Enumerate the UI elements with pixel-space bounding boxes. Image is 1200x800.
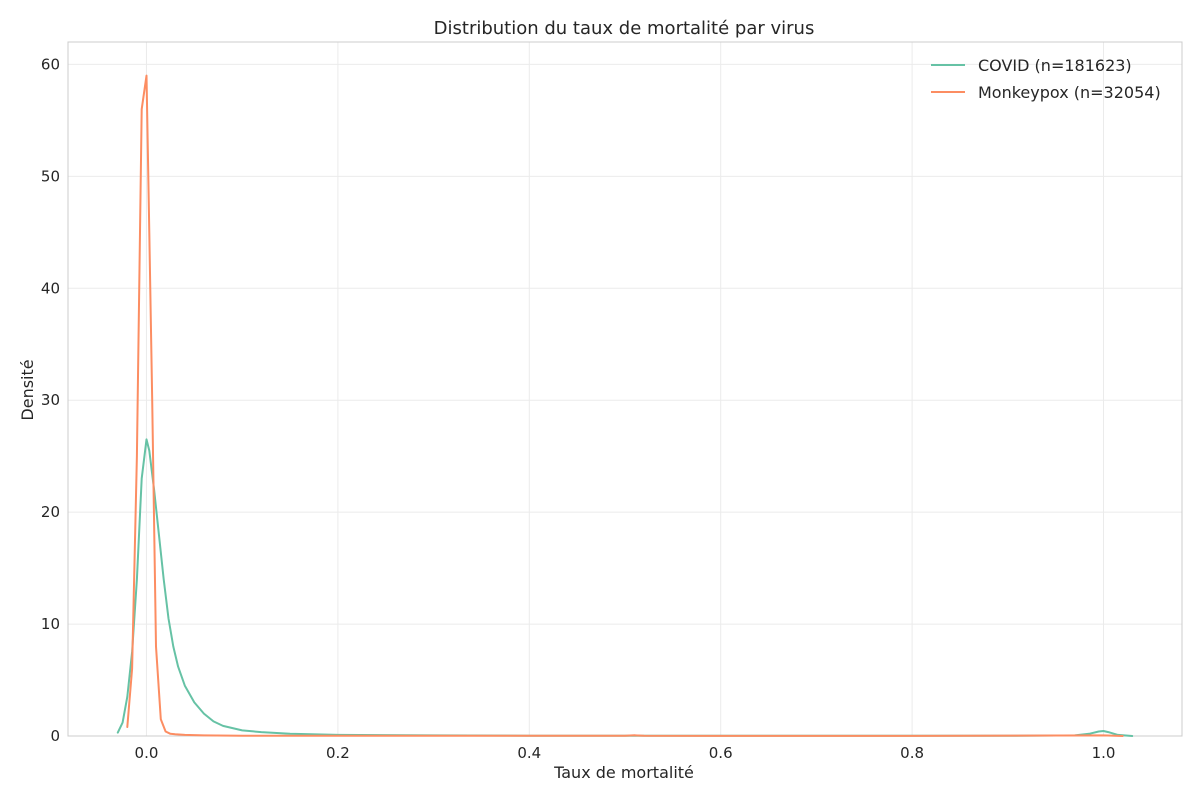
- legend-label: Monkeypox (n=32054): [978, 83, 1161, 102]
- series-line-0: [116, 438, 1134, 737]
- x-ticks: 0.0 0.2 0.4 0.6 0.8 1.0: [135, 744, 1116, 762]
- y-tick-label: 20: [41, 503, 60, 521]
- y-ticks: 0 10 20 30 40 50 60: [41, 55, 60, 745]
- x-tick-label: 0.6: [709, 744, 733, 762]
- x-tick-label: 1.0: [1092, 744, 1116, 762]
- grid: [68, 42, 1182, 737]
- series-layer: [116, 74, 1134, 737]
- x-axis-label: Taux de mortalité: [553, 763, 694, 782]
- y-tick-label: 40: [41, 279, 60, 297]
- plot-frame: [67, 41, 1183, 737]
- y-tick-label: 0: [50, 727, 60, 745]
- y-tick-label: 30: [41, 391, 60, 409]
- x-tick-label: 0.0: [135, 744, 159, 762]
- legend-label: COVID (n=181623): [978, 56, 1132, 75]
- x-tick-label: 0.4: [517, 744, 541, 762]
- y-tick-label: 60: [41, 55, 60, 73]
- legend: COVID (n=181623) Monkeypox (n=32054): [931, 56, 1161, 102]
- x-tick-label: 0.8: [900, 744, 924, 762]
- y-tick-label: 50: [41, 167, 60, 185]
- y-axis-label: Densité: [18, 359, 37, 420]
- y-tick-label: 10: [41, 615, 60, 633]
- series-line-1: [126, 74, 1124, 737]
- chart-title: Distribution du taux de mortalité par vi…: [434, 18, 815, 39]
- x-tick-label: 0.2: [326, 744, 350, 762]
